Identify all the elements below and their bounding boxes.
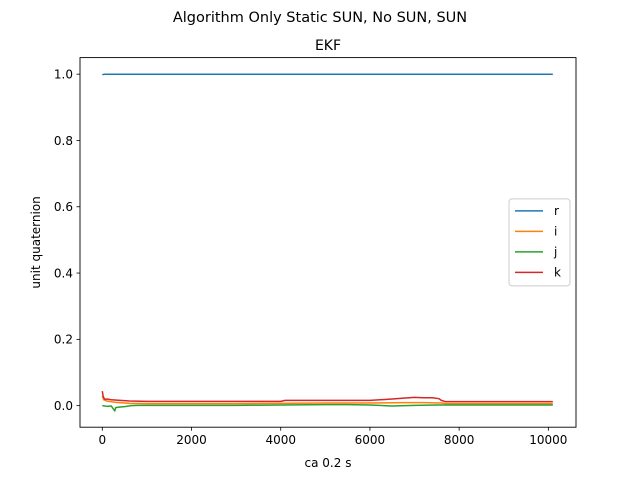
plot-area bbox=[80, 57, 576, 428]
chart-suptitle: Algorithm Only Static SUN, No SUN, SUN bbox=[173, 10, 467, 26]
legend-label-r: r bbox=[554, 204, 559, 218]
x-tick-label: 10000 bbox=[529, 433, 567, 447]
y-axis-label: unit quaternion bbox=[29, 196, 43, 288]
x-tick-label: 6000 bbox=[355, 433, 386, 447]
legend-box bbox=[508, 198, 571, 287]
x-tick-label: 4000 bbox=[265, 433, 296, 447]
x-tick-label: 8000 bbox=[444, 433, 475, 447]
y-tick-label: 0.0 bbox=[54, 399, 73, 413]
y-tick-label: 0.4 bbox=[54, 266, 73, 280]
y-tick-label: 0.6 bbox=[54, 200, 73, 214]
tick-layer: 0 2000 4000 6000 8000 10000 0.0 0.2 0.4 0.6 0.8 1.0 bbox=[54, 67, 568, 447]
legend-label-k: k bbox=[554, 266, 561, 280]
legend-label-j: j bbox=[553, 245, 557, 259]
legend-label-i: i bbox=[554, 225, 557, 239]
x-tick-label: 2000 bbox=[176, 433, 207, 447]
y-tick-label: 0.2 bbox=[54, 333, 73, 347]
series-line-k bbox=[101, 390, 553, 403]
y-tick-label: 0.8 bbox=[54, 134, 73, 148]
y-tick-label: 1.0 bbox=[54, 67, 73, 81]
chart-title: EKF bbox=[315, 38, 341, 54]
series-line-j bbox=[102, 403, 553, 412]
series-line-i bbox=[101, 395, 553, 405]
series-layer bbox=[101, 73, 553, 412]
x-tick-label: 0 bbox=[98, 433, 106, 447]
plot-frame bbox=[79, 57, 577, 428]
x-axis-label: ca 0.2 s bbox=[305, 456, 352, 470]
